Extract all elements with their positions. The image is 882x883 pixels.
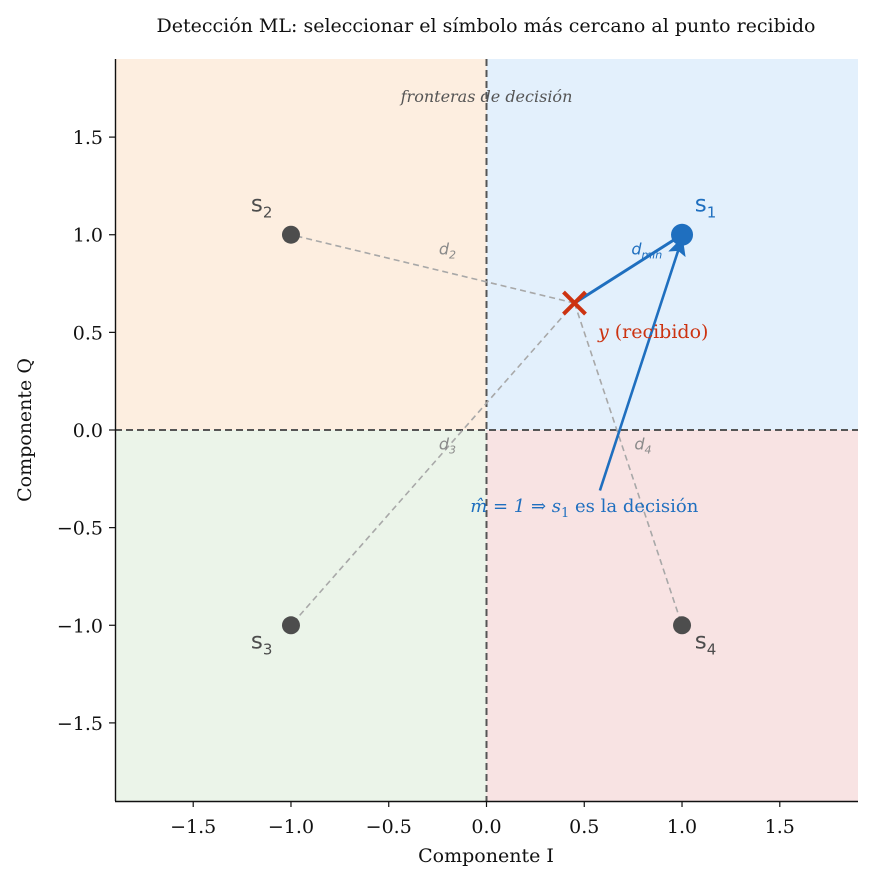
distance-line-s2 [290, 233, 575, 304]
region-s3 [115, 430, 487, 801]
symbol-label-s3-sub: 3 [263, 641, 273, 659]
y-ticks: −1.5 −1.0 −0.5 0.0 0.5 1.0 1.5 [57, 127, 115, 735]
annotation-suffix: es la decisión [569, 496, 698, 517]
constellation-points [281, 223, 694, 635]
y-tick-label: −1.0 [57, 615, 103, 637]
y-axis-label: Componente Q [14, 358, 36, 502]
received-marker-b [562, 290, 587, 316]
distance-label-s1-sub: min [642, 248, 663, 261]
annotation-symbol: s [552, 496, 561, 517]
symbol-label-s2-base: s [251, 191, 263, 217]
distance-label-s2: d2 [439, 239, 456, 261]
boundary-label: fronteras de decisión [400, 87, 573, 106]
y-tick-label: −0.5 [57, 518, 103, 540]
distance-line-s4 [573, 302, 683, 626]
symbol-label-s4: s4 [695, 629, 717, 659]
y-tick-label: 0.5 [73, 322, 103, 344]
distance-label-s2-sub: 2 [449, 248, 456, 261]
symbol-label-s1-sub: 1 [707, 203, 717, 221]
distance-line-s1 [573, 233, 683, 305]
y-tick-label: −1.5 [57, 713, 103, 735]
y-tick-label: 0.0 [73, 420, 103, 442]
distance-label-s3-base: d [439, 435, 450, 454]
distance-label-s4: d4 [634, 435, 651, 457]
distance-label-s2-base: d [439, 239, 450, 258]
symbol-label-s2: s2 [251, 191, 273, 221]
distance-label-s3: d3 [439, 435, 456, 457]
y-tick-label: 1.5 [73, 127, 103, 149]
region-s2 [115, 59, 487, 430]
symbol-label-s4-sub: 4 [707, 641, 717, 659]
y-tick-label: 1.0 [73, 225, 103, 247]
x-axis-label: Componente I [418, 845, 554, 867]
symbol-label-s3-base: s [251, 629, 263, 655]
distance-label-s1-base: d [631, 239, 642, 258]
decision-annotation: m̂ = 1 ⇒ s1 es la decisión [470, 237, 699, 521]
decision-annotation-text: m̂ = 1 ⇒ s1 es la decisión [470, 496, 698, 521]
annotation-prefix: m̂ = 1 ⇒ [470, 496, 552, 517]
x-tick-label: −0.5 [366, 816, 412, 838]
x-tick-label: 1.0 [667, 816, 697, 838]
x-tick-label: −1.0 [268, 816, 314, 838]
x-tick-label: 0.5 [569, 816, 599, 838]
received-label-text: (recibido) [609, 321, 709, 343]
region-s1 [486, 59, 858, 430]
distance-label-s4-sub: 4 [644, 444, 651, 457]
received-label-var: y [597, 321, 609, 343]
annotation-symbol-sub: 1 [561, 506, 569, 521]
symbol-point-s2 [281, 225, 300, 244]
decision-regions [115, 59, 858, 801]
received-label: y (recibido) [597, 321, 708, 343]
decision-boundaries: fronteras de decisión [115, 59, 858, 801]
distance-label-s3-sub: 3 [449, 444, 456, 457]
symbol-label-s1: s1 [695, 191, 717, 221]
symbol-label-s3: s3 [251, 629, 273, 659]
symbol-label-s2-sub: 2 [263, 203, 273, 221]
decision-arrow [598, 237, 686, 491]
x-tick-label: 0.0 [471, 816, 501, 838]
distance-line-s3 [290, 302, 576, 626]
symbol-label-s1-base: s [695, 191, 707, 217]
region-s4 [486, 430, 858, 801]
symbol-point-s1 [671, 223, 694, 246]
x-tick-label: 1.5 [765, 816, 795, 838]
x-tick-label: −1.5 [170, 816, 216, 838]
chart-title: Detección ML: seleccionar el símbolo más… [157, 15, 816, 37]
distance-label-s1: dmin [631, 239, 662, 261]
symbol-point-s4 [673, 616, 692, 635]
axes: −1.5 −1.0 −0.5 0.0 0.5 1.0 1.5 −1.5 −1.0 −0.5 0.0… [57, 59, 858, 838]
distance-label-s4-base: d [634, 435, 645, 454]
symbol-point-s3 [281, 616, 300, 635]
x-ticks: −1.5 −1.0 −0.5 0.0 0.5 1.0 1.5 [170, 801, 795, 838]
symbol-label-s4-base: s [695, 629, 707, 655]
